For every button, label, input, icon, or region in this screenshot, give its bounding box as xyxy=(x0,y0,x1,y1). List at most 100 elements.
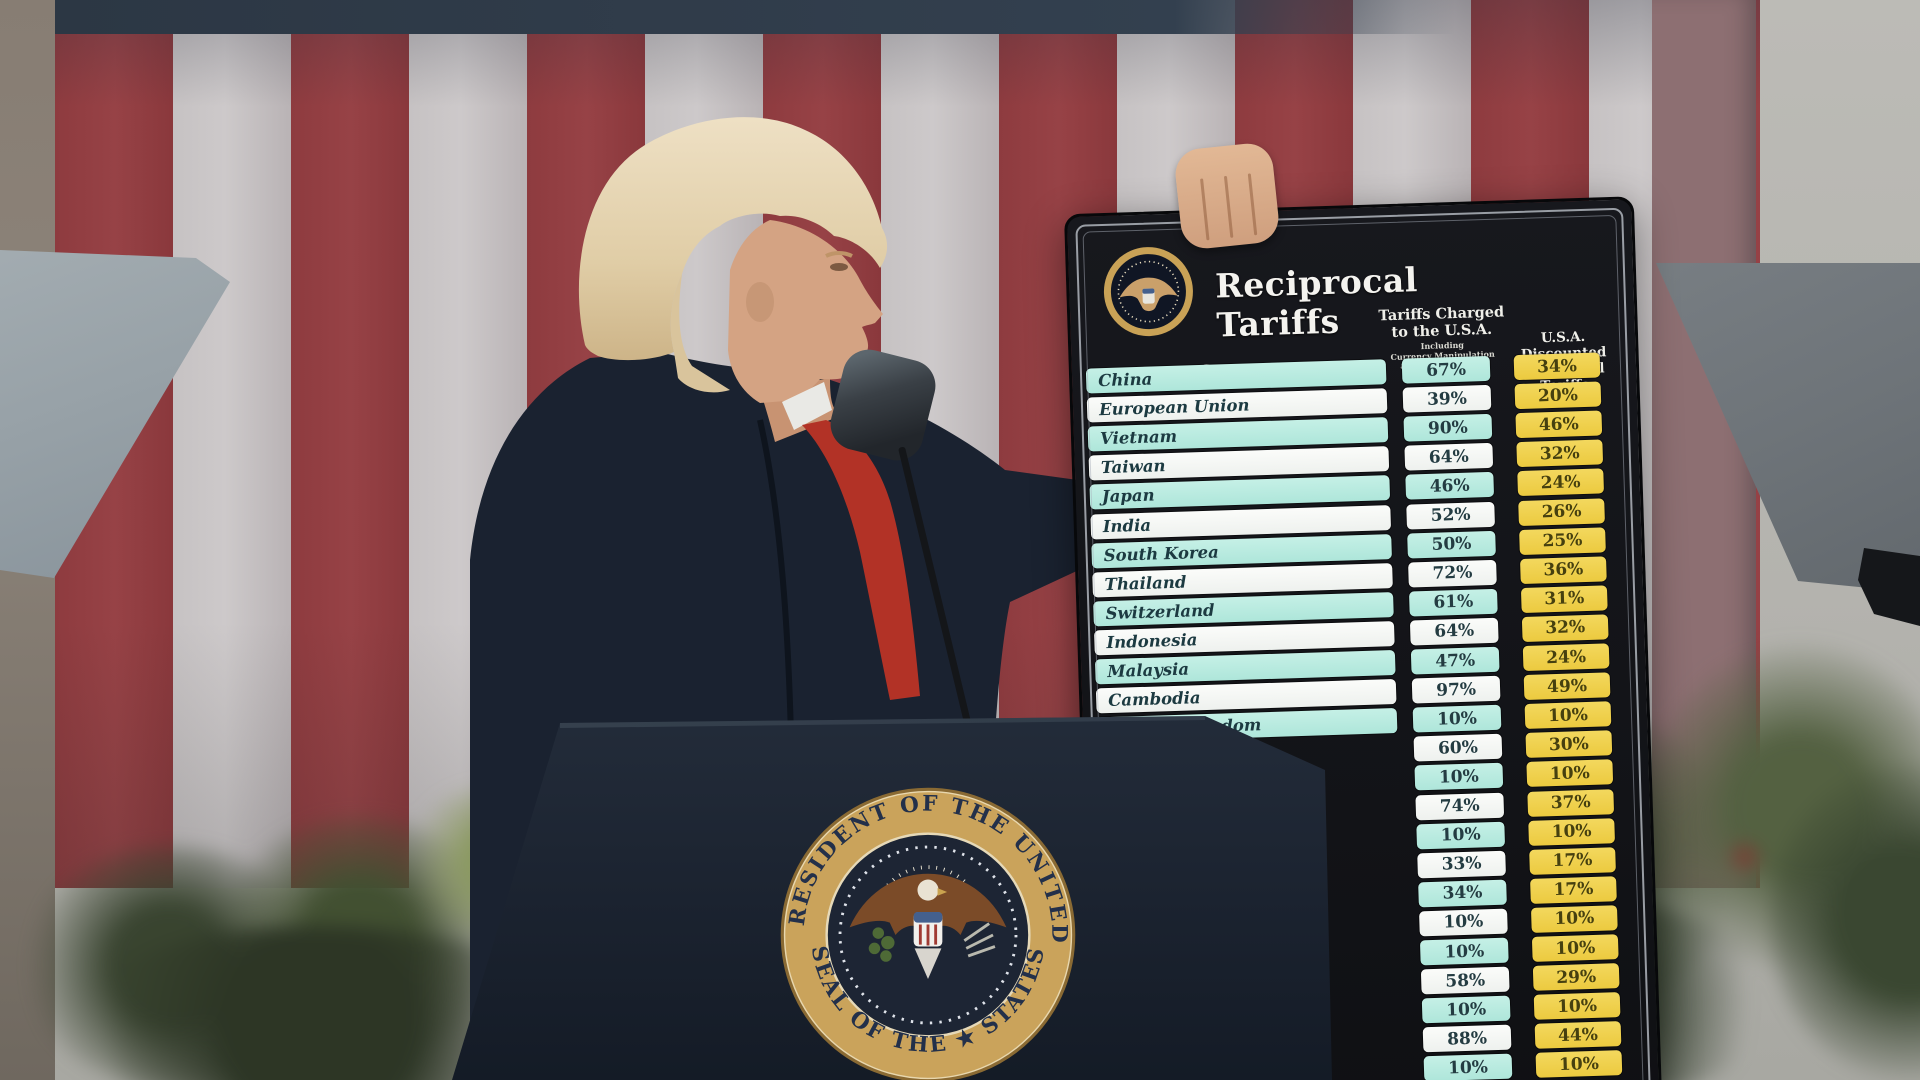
discounted-cell: 31% xyxy=(1520,585,1608,613)
hand-holding-board xyxy=(1173,141,1281,251)
charged-cell: 34% xyxy=(1418,879,1507,908)
discounted-cell: 10% xyxy=(1528,817,1615,846)
tariff-table: China 67% 34% European Union 39% 20% Vietnam 90… xyxy=(1072,349,1642,1080)
charged-cell: 10% xyxy=(1412,704,1502,733)
charged-cell: 50% xyxy=(1407,530,1496,559)
charged-cell: 88% xyxy=(1422,1024,1512,1053)
board-title: Reciprocal Tariffs xyxy=(1214,260,1419,345)
tariff-row: Switzerland 61% 31% xyxy=(1079,582,1650,629)
country-cell: Switzerland xyxy=(1093,591,1394,627)
charged-cell: 10% xyxy=(1423,1053,1513,1080)
discounted-cell: 25% xyxy=(1519,526,1606,555)
country-cell: Taiwan xyxy=(1088,446,1390,481)
presidential-seal: PRESIDENT OF THE UNITED SEAL OF THE ★ ST… xyxy=(775,782,1076,1080)
charged-cell: 52% xyxy=(1406,501,1495,530)
country-cell: South Korea xyxy=(1091,533,1392,569)
country-cell: India xyxy=(1090,504,1392,540)
discounted-column-header: U.S.A. Discounted Reciprocal Tariffs xyxy=(1520,328,1607,395)
tariff-row: Japan 46% 24% xyxy=(1075,465,1646,512)
ear xyxy=(746,282,774,322)
shield-stripes xyxy=(918,924,938,946)
discounted-cell: 17% xyxy=(1530,875,1617,904)
board-seal-icon xyxy=(1103,247,1193,337)
tariff-row: Cambodia 97% 49% xyxy=(1082,669,1653,716)
tariff-row: Thailand 72% 36% xyxy=(1078,553,1649,600)
eagle-tail xyxy=(914,948,942,979)
charged-cell: 10% xyxy=(1414,763,1504,791)
tariff-row: Indonesia 64% 32% xyxy=(1080,611,1651,658)
country-cell: European Union xyxy=(1086,388,1388,423)
eagle-head xyxy=(917,879,939,901)
discounted-cell: 32% xyxy=(1516,439,1604,468)
charged-cell: 10% xyxy=(1416,821,1506,850)
tie xyxy=(802,420,920,700)
eagle-wings xyxy=(849,873,1007,935)
discounted-cell: 29% xyxy=(1532,963,1620,991)
discounted-cell: 10% xyxy=(1535,1050,1623,1079)
discounted-cell: 10% xyxy=(1533,992,1621,1021)
charged-cell: 58% xyxy=(1420,966,1510,995)
tariff-row: South Korea 50% 25% xyxy=(1077,524,1648,571)
shield-chief xyxy=(913,912,943,923)
olive-branch xyxy=(868,927,895,962)
eye xyxy=(830,263,848,271)
flag-top-band xyxy=(55,0,1455,34)
discounted-cell: 10% xyxy=(1530,905,1618,933)
country-cell: Thailand xyxy=(1092,562,1393,598)
eagle-beak xyxy=(937,888,948,896)
discounted-cell: 34% xyxy=(1513,352,1601,381)
charged-column-header: Tariffs Charged to the U.S.A. xyxy=(1378,303,1505,341)
country-cell: Malaysia xyxy=(1094,650,1396,685)
country-cell: Cambodia xyxy=(1095,679,1397,714)
country-cell: China xyxy=(1085,359,1387,394)
discounted-cell: 37% xyxy=(1527,788,1615,817)
charged-cell: 10% xyxy=(1419,908,1508,937)
discounted-cell: 36% xyxy=(1520,556,1607,584)
charged-cell: 10% xyxy=(1421,995,1511,1024)
tariff-row: Taiwan 64% 32% xyxy=(1075,436,1646,483)
charged-cell: 60% xyxy=(1413,734,1503,762)
discounted-cell: 24% xyxy=(1522,643,1610,671)
charged-cell: 74% xyxy=(1415,792,1505,820)
charged-cell: 67% xyxy=(1401,355,1491,384)
discounted-cell: 17% xyxy=(1529,846,1616,875)
discounted-cell: 49% xyxy=(1523,672,1611,701)
discounted-cell: 10% xyxy=(1526,759,1614,788)
bushes-left xyxy=(0,786,640,1080)
discounted-cell: 30% xyxy=(1525,730,1613,759)
discounted-cell: 10% xyxy=(1531,934,1619,962)
charged-cell: 39% xyxy=(1402,384,1492,413)
charged-cell: 46% xyxy=(1405,472,1495,500)
country-cell: Japan xyxy=(1089,475,1391,510)
tariff-row: China 67% 34% xyxy=(1072,349,1643,396)
charged-cell: 47% xyxy=(1410,646,1500,675)
discounted-cell: 24% xyxy=(1517,468,1605,497)
charged-cell: 72% xyxy=(1408,559,1497,588)
shirt-collar xyxy=(782,382,832,430)
charged-cell: 61% xyxy=(1408,588,1498,617)
charged-cell: 90% xyxy=(1403,414,1493,442)
charged-cell: 64% xyxy=(1409,617,1499,646)
country-column-header: Country xyxy=(1200,361,1264,379)
discounted-cell: 26% xyxy=(1518,497,1605,526)
tariff-row: Vietnam 90% 46% xyxy=(1074,407,1645,454)
charged-cell: 10% xyxy=(1419,937,1509,966)
discounted-cell: 44% xyxy=(1534,1021,1622,1050)
discounted-cell: 32% xyxy=(1521,614,1609,642)
charged-cell: 97% xyxy=(1411,675,1501,704)
tariff-row: European Union 39% 20% xyxy=(1073,378,1644,425)
discounted-cell: 46% xyxy=(1515,410,1603,439)
discounted-cell: 10% xyxy=(1524,701,1612,730)
arrows xyxy=(963,922,996,958)
country-cell: Indonesia xyxy=(1094,620,1395,656)
hair-back xyxy=(670,274,730,393)
country-cell: Vietnam xyxy=(1087,417,1389,452)
charged-column-subheader: Including Currency Manipulation and Trad… xyxy=(1390,339,1495,371)
charged-cell: 33% xyxy=(1417,850,1506,879)
discounted-cell: 20% xyxy=(1514,381,1602,410)
tariff-row: India 52% 26% xyxy=(1076,495,1647,542)
reciprocal-tariffs-board: Reciprocal Tariffs Country Tariffs Charg… xyxy=(1063,196,1667,1080)
hair xyxy=(578,117,888,361)
charged-cell: 64% xyxy=(1404,443,1494,471)
